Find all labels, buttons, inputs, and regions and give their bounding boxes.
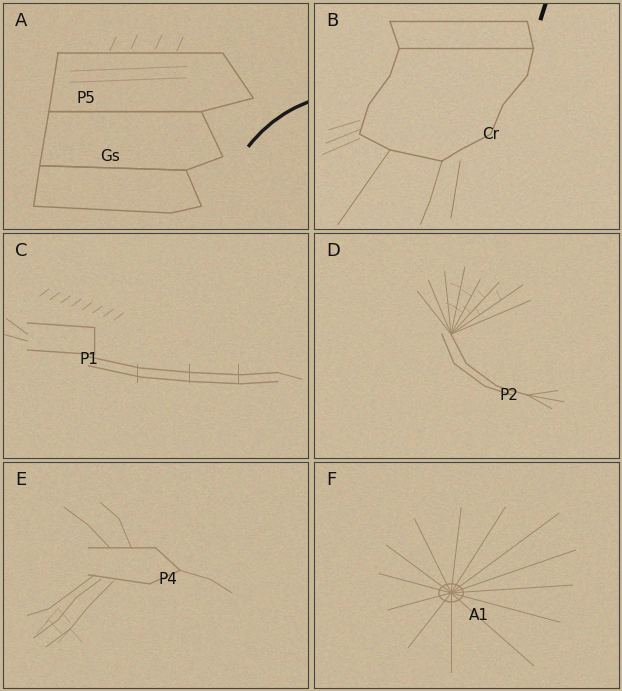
Text: D: D bbox=[326, 242, 340, 260]
Text: P2: P2 bbox=[499, 388, 519, 403]
Text: E: E bbox=[16, 471, 27, 489]
Text: C: C bbox=[16, 242, 28, 260]
Text: Cr: Cr bbox=[482, 126, 499, 142]
Text: P1: P1 bbox=[79, 352, 98, 366]
Text: P5: P5 bbox=[76, 91, 95, 106]
Text: P4: P4 bbox=[159, 572, 177, 587]
Text: A: A bbox=[16, 12, 28, 30]
Text: F: F bbox=[326, 471, 337, 489]
Text: B: B bbox=[326, 12, 338, 30]
Text: A1: A1 bbox=[468, 608, 488, 623]
Text: Gs: Gs bbox=[100, 149, 120, 164]
